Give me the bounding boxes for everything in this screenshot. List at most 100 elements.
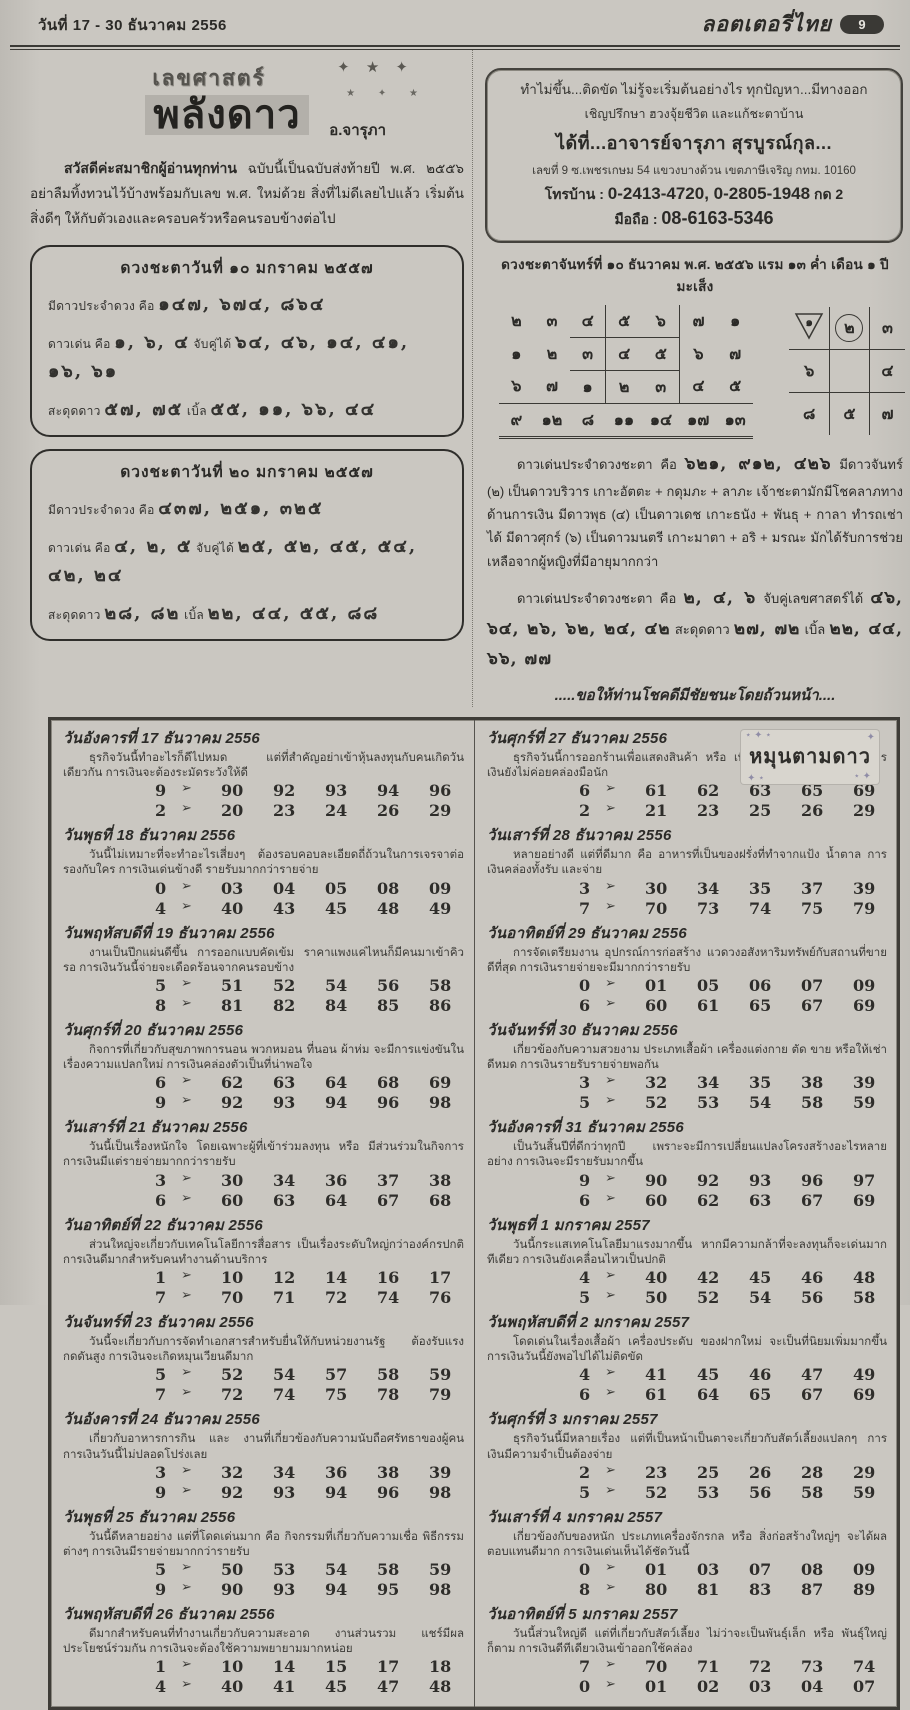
- prediction-date: วันเสาร์ที่ 4 มกราคม 2557: [487, 1508, 663, 1526]
- number-row: 6 ➢ 60 62 63 67 69: [487, 1191, 887, 1211]
- star-numbers: ๖๒๑, ๙๑๒, ๔๒๖: [684, 454, 832, 474]
- numeral-grid: ๒๓๔๕๖๗๑๑๒๓๔๕๖๗๖๗๑๒๓๔๕๙๑๒๘๑๑ ๑๔ ๑๗ ๑๓: [499, 305, 754, 439]
- arrow-right-icon: ➢: [181, 878, 192, 894]
- lead-digit: 0: [579, 1560, 591, 1580]
- prediction-text: วันนี้ไม่เหมาะที่จะทำอะไรเสี่ยงๆ ต้องรอบ…: [63, 849, 464, 877]
- home-phone-number: 0-2413-4720, 0-2805-1948: [607, 184, 811, 203]
- numeral-cell: ๑: [511, 343, 522, 363]
- arrow-right-icon: ➢: [181, 1288, 192, 1303]
- pair-number: 36: [325, 1462, 348, 1482]
- number-row: 4 ➢ 40 41 45 47 48: [63, 1677, 464, 1697]
- pair-number: 06: [749, 975, 772, 995]
- lead-digit: 5: [579, 1482, 591, 1502]
- arrow-right-icon: ➢: [605, 898, 616, 914]
- consultation-ad-box: ทำไม่ขึ้น...ติดขัด ไม่รู้จะเริ่มต้นอย่าง…: [485, 68, 903, 243]
- prediction-text: วันนี้ส่วนใหญ่ดี แต่ที่เกี่ยวกับสัตว์เลี…: [487, 1628, 887, 1656]
- pair-number: 08: [801, 1560, 824, 1580]
- lead-digit: 5: [155, 975, 167, 995]
- intro-paragraph: สวัสดีค่ะสมาชิกผู้อ่านทุกท่าน ฉบับนี้เป็…: [30, 156, 464, 232]
- pair-number: 32: [645, 1073, 668, 1093]
- pair-number: 89: [853, 1580, 876, 1600]
- pair-number: 87: [801, 1580, 824, 1600]
- pair-number: 57: [325, 1365, 348, 1385]
- pair-number: 96: [377, 1093, 400, 1113]
- numeral-sum-row: ๙๑๒๘๑๑ ๑๔ ๑๗ ๑๓: [499, 403, 754, 439]
- page-header: วันที่ 17 - 30 ธันวาคม 2556 ลอตเตอรี่ไทย…: [0, 0, 910, 43]
- sum-cell: ๑๔: [642, 403, 680, 439]
- section-logo: ✦ ★ ✦ ★ ✦ ★ เลขศาสตร์ พลังดาว อ.จารุภา: [30, 59, 464, 148]
- pair-number: 94: [377, 781, 400, 801]
- lead-digit: 9: [155, 1482, 167, 1502]
- arrow-right-icon: ➢: [605, 1580, 616, 1596]
- page-number-badge: 9: [840, 15, 884, 34]
- pair-number: 65: [801, 781, 824, 801]
- lead-digit: 3: [579, 878, 591, 898]
- pair-number: 64: [325, 1073, 348, 1093]
- horoscope-box-title: ดวงชะตาวันที่ ๑๐ มกราคม ๒๕๕๗: [120, 260, 374, 278]
- numeral-cell: ๖: [679, 337, 717, 371]
- pair-number: 02: [697, 1677, 720, 1697]
- number-row: 0 ➢ 03 04 05 08 09: [63, 879, 464, 899]
- lead-digit: 7: [579, 1657, 591, 1677]
- pair-number: 75: [801, 898, 824, 918]
- ad-line: ทำไม่ขึ้น...ติดขัด ไม่รู้จะเริ่มต้นอย่าง…: [520, 82, 868, 97]
- prediction-date: วันเสาร์ที่ 28 ธันวาคม 2556: [487, 827, 672, 845]
- pair-number: 84: [325, 995, 348, 1015]
- astro-paragraph-2: ดาวเด่นประจำดวงชะตา คือ ๒, ๔, ๖ จับคู่เล…: [487, 583, 903, 675]
- pair-number: 92: [221, 1482, 244, 1502]
- lead-digit: 9: [155, 1093, 167, 1113]
- magic-square-row: ๖๔: [789, 349, 905, 393]
- prediction-text: กิจการที่เกี่ยวกับสุขภาพการนอน พวกหมอน ท…: [63, 1043, 464, 1072]
- pair-number: 09: [853, 975, 876, 995]
- pair-number: 59: [853, 1482, 876, 1502]
- arrow-right-icon: ➢: [605, 1288, 616, 1303]
- pair-number: 63: [749, 1190, 772, 1210]
- pair-number: 43: [273, 898, 296, 918]
- pair-number: 63: [273, 1190, 296, 1210]
- prediction-text: งานเป็นปึกแผ่นดีขึ้น การออกแบบคัดเข้ม รา…: [63, 946, 464, 974]
- numeral-cell: ๔: [605, 337, 643, 371]
- horoscope-box-2: ดวงชะตาวันที่ ๒๐ มกราคม ๒๕๕๗ มีดาวประจำด…: [30, 449, 464, 642]
- sum-cell: ๑๗: [679, 403, 717, 439]
- pair-number: 46: [749, 1365, 772, 1385]
- pair-number: 72: [221, 1385, 244, 1405]
- prediction-text: วันนี้จะเกี่ยวกับการจัดทำเอกสารสำหรับยื่…: [63, 1336, 464, 1364]
- arrow-right-icon: ➢: [181, 1657, 192, 1673]
- prediction-text: โดดเด่นในเรื่องเสื้อผ้า เครื่องประดับ ขอ…: [487, 1336, 887, 1364]
- header-rule: [10, 45, 900, 50]
- pair-number: 30: [645, 878, 668, 898]
- arrow-right-icon: ➢: [181, 1462, 192, 1478]
- magic-square-row: ๘๕๗: [789, 392, 905, 435]
- number-row: 8 ➢ 80 81 83 87 89: [487, 1580, 887, 1600]
- label: ดาวเด่น คือ: [48, 337, 111, 352]
- column-right: ทำไม่ขึ้น...ติดขัด ไม่รู้จะเริ่มต้นอย่าง…: [472, 50, 905, 707]
- prediction-text: เกี่ยวข้องกับของหนัก ประเภทเครื่องจักรกล…: [487, 1530, 887, 1558]
- pair-number: 25: [697, 1462, 720, 1482]
- square-number: ๑: [805, 315, 814, 329]
- star-icon: ✦ ⋆: [747, 772, 765, 784]
- number-row: 4 ➢ 41 45 46 47 49: [487, 1365, 887, 1385]
- pair-number: 52: [645, 1482, 668, 1502]
- prediction-entry: วันเสาร์ที่ 28 ธันวาคม 2556 หลายอย่างดี …: [487, 823, 887, 918]
- pair-number: 67: [377, 1190, 400, 1210]
- issue-date-range: วันที่ 17 - 30 ธันวาคม 2556: [38, 16, 227, 34]
- lead-digit: 4: [155, 898, 167, 918]
- horoscope-box-1: ดวงชะตาวันที่ ๑๐ มกราคม ๒๕๕๗ มีดาวประจำด…: [30, 245, 464, 438]
- pair-number: 12: [273, 1268, 296, 1287]
- pair-number: 23: [273, 801, 296, 821]
- label: สะดุดดาว: [48, 608, 101, 623]
- prediction-text: การจัดเตรียมงาน อุปกรณ์การก่อสร้าง แวดวง…: [487, 946, 887, 974]
- pair-number: 64: [697, 1385, 720, 1405]
- numeral-cell: ๓: [546, 310, 558, 330]
- pair-number: 10: [221, 1657, 244, 1677]
- lead-digit: 2: [155, 801, 167, 821]
- pair-number: 29: [429, 801, 452, 821]
- arrow-right-icon: ➢: [605, 1482, 616, 1498]
- pair-number: 50: [645, 1288, 668, 1307]
- magic-square-cell: [828, 349, 870, 393]
- logo-author: อ.จารุภา: [329, 122, 386, 139]
- pair-number: 96: [429, 781, 452, 801]
- lead-digit: 5: [579, 1288, 591, 1307]
- prediction-text: วันนี้เป็นเรื่องหนักใจ โดยเฉพาะผู้ที่เข้…: [63, 1141, 464, 1169]
- pair-number: 58: [853, 1288, 876, 1307]
